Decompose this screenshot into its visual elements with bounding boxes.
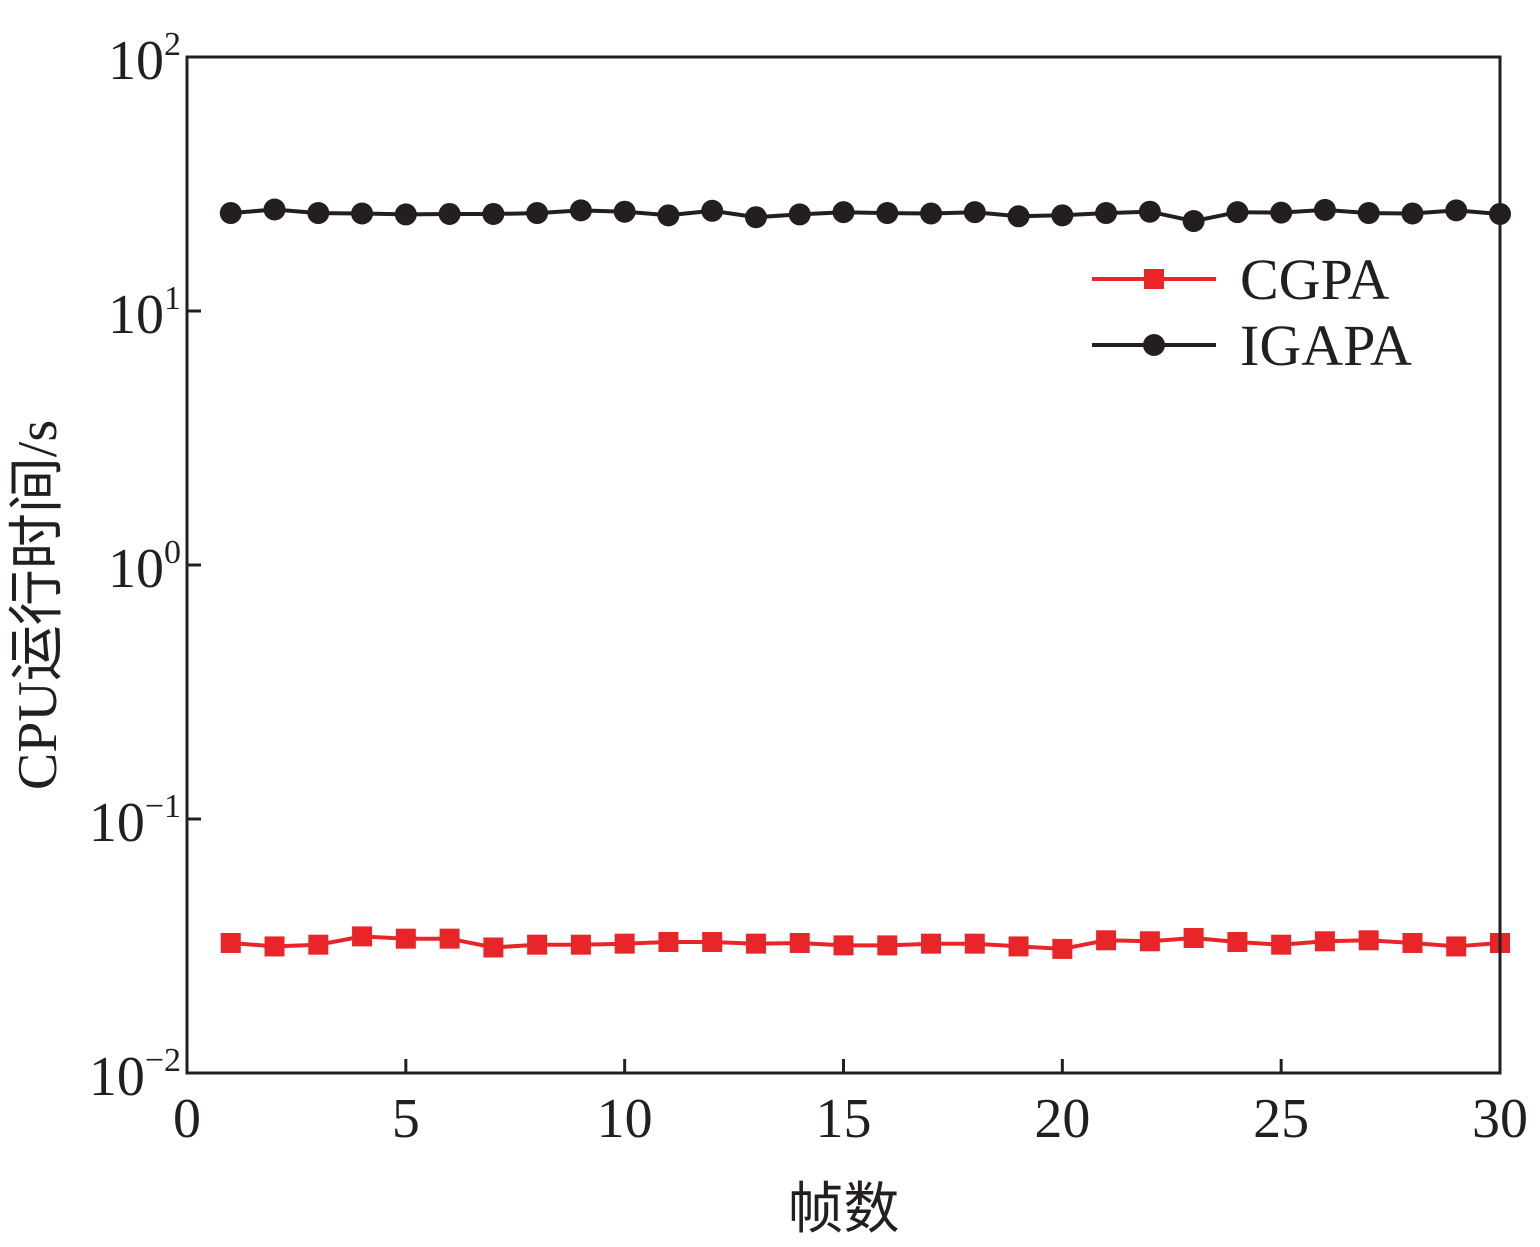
data-point-cgpa bbox=[1096, 930, 1117, 951]
x-tick-label: 10 bbox=[597, 1088, 653, 1150]
data-point-igapa bbox=[1357, 202, 1380, 225]
data-point-cgpa bbox=[570, 934, 591, 955]
data-point-cgpa bbox=[1139, 931, 1160, 952]
data-point-cgpa bbox=[658, 931, 679, 952]
data-point-igapa bbox=[832, 201, 855, 224]
legend-item-cgpa: CGPA bbox=[1092, 247, 1390, 312]
data-point-cgpa bbox=[527, 934, 548, 955]
series-cgpa bbox=[220, 926, 1510, 959]
data-point-cgpa bbox=[1358, 930, 1379, 951]
data-point-cgpa bbox=[483, 937, 504, 958]
legend-swatch-marker bbox=[1144, 269, 1164, 289]
y-tick-label: 102 bbox=[108, 26, 181, 92]
data-point-cgpa bbox=[921, 933, 942, 954]
data-point-igapa bbox=[1051, 204, 1074, 227]
data-point-cgpa bbox=[1008, 936, 1029, 957]
data-point-igapa bbox=[963, 201, 986, 224]
y-tick-label: 10−1 bbox=[89, 788, 181, 854]
data-point-cgpa bbox=[220, 932, 241, 953]
data-point-igapa bbox=[307, 202, 330, 225]
data-point-igapa bbox=[1007, 205, 1030, 228]
data-point-cgpa bbox=[1271, 934, 1292, 955]
data-point-cgpa bbox=[264, 936, 285, 957]
data-point-igapa bbox=[1313, 198, 1336, 221]
data-point-igapa bbox=[788, 203, 811, 226]
data-point-igapa bbox=[1182, 210, 1205, 233]
x-tick-label: 0 bbox=[173, 1088, 201, 1150]
data-point-cgpa bbox=[1183, 928, 1204, 949]
data-point-igapa bbox=[219, 202, 242, 225]
x-tick-label: 20 bbox=[1034, 1088, 1090, 1150]
data-point-igapa bbox=[1138, 200, 1161, 223]
x-tick-label: 15 bbox=[816, 1088, 872, 1150]
data-point-igapa bbox=[394, 203, 417, 226]
legend-swatch-marker bbox=[1143, 334, 1165, 356]
x-tick-label: 25 bbox=[1253, 1088, 1309, 1150]
data-point-igapa bbox=[1226, 201, 1249, 224]
data-point-cgpa bbox=[1446, 936, 1467, 957]
series-line-igapa bbox=[230, 207, 1501, 224]
x-axis-label: 帧数 bbox=[788, 1179, 900, 1241]
data-point-igapa bbox=[744, 206, 767, 229]
data-point-cgpa bbox=[789, 932, 810, 953]
data-point-cgpa bbox=[1402, 932, 1423, 953]
data-point-igapa bbox=[263, 198, 286, 221]
data-point-igapa bbox=[482, 202, 505, 225]
legend-item-igapa: IGAPA bbox=[1092, 313, 1412, 378]
data-point-cgpa bbox=[308, 934, 329, 955]
y-axis-label: CPU运行时间/s bbox=[7, 420, 69, 790]
data-point-igapa bbox=[613, 200, 636, 223]
data-point-igapa bbox=[1445, 199, 1468, 222]
x-tick-label: 5 bbox=[392, 1088, 420, 1150]
series-group bbox=[219, 198, 1511, 959]
data-point-cgpa bbox=[395, 928, 416, 949]
data-point-cgpa bbox=[745, 933, 766, 954]
data-point-igapa bbox=[438, 202, 461, 225]
data-point-igapa bbox=[657, 204, 680, 227]
data-point-igapa bbox=[920, 202, 943, 225]
tick-labels: 0 5 10 15 20 25 30 10−2 10−1 100 101 102 bbox=[89, 26, 1528, 1150]
data-point-cgpa bbox=[833, 935, 854, 956]
data-point-igapa bbox=[1401, 202, 1424, 225]
data-point-igapa bbox=[1270, 201, 1293, 224]
y-tick-label: 10−2 bbox=[89, 1042, 181, 1108]
data-point-igapa bbox=[351, 202, 374, 225]
data-point-cgpa bbox=[1052, 938, 1073, 959]
data-point-igapa bbox=[1095, 202, 1118, 225]
series-line-cgpa bbox=[230, 934, 1501, 951]
legend-label: IGAPA bbox=[1240, 313, 1412, 378]
data-point-cgpa bbox=[877, 935, 898, 956]
plot-area-frame bbox=[185, 55, 1502, 1075]
data-point-cgpa bbox=[439, 928, 460, 949]
legend-label: CGPA bbox=[1240, 247, 1390, 312]
data-point-cgpa bbox=[352, 926, 373, 947]
data-point-igapa bbox=[701, 199, 724, 222]
data-point-cgpa bbox=[1227, 931, 1248, 952]
y-tick-label: 101 bbox=[108, 280, 181, 346]
data-point-igapa bbox=[876, 202, 899, 225]
data-point-cgpa bbox=[964, 933, 985, 954]
series-igapa bbox=[219, 198, 1511, 233]
data-point-cgpa bbox=[614, 933, 635, 954]
data-point-cgpa bbox=[1314, 931, 1335, 952]
data-point-igapa bbox=[569, 199, 592, 222]
data-point-igapa bbox=[526, 202, 549, 225]
x-tick-label: 30 bbox=[1472, 1088, 1528, 1150]
y-tick-label: 100 bbox=[108, 534, 181, 600]
data-point-cgpa bbox=[702, 931, 723, 952]
